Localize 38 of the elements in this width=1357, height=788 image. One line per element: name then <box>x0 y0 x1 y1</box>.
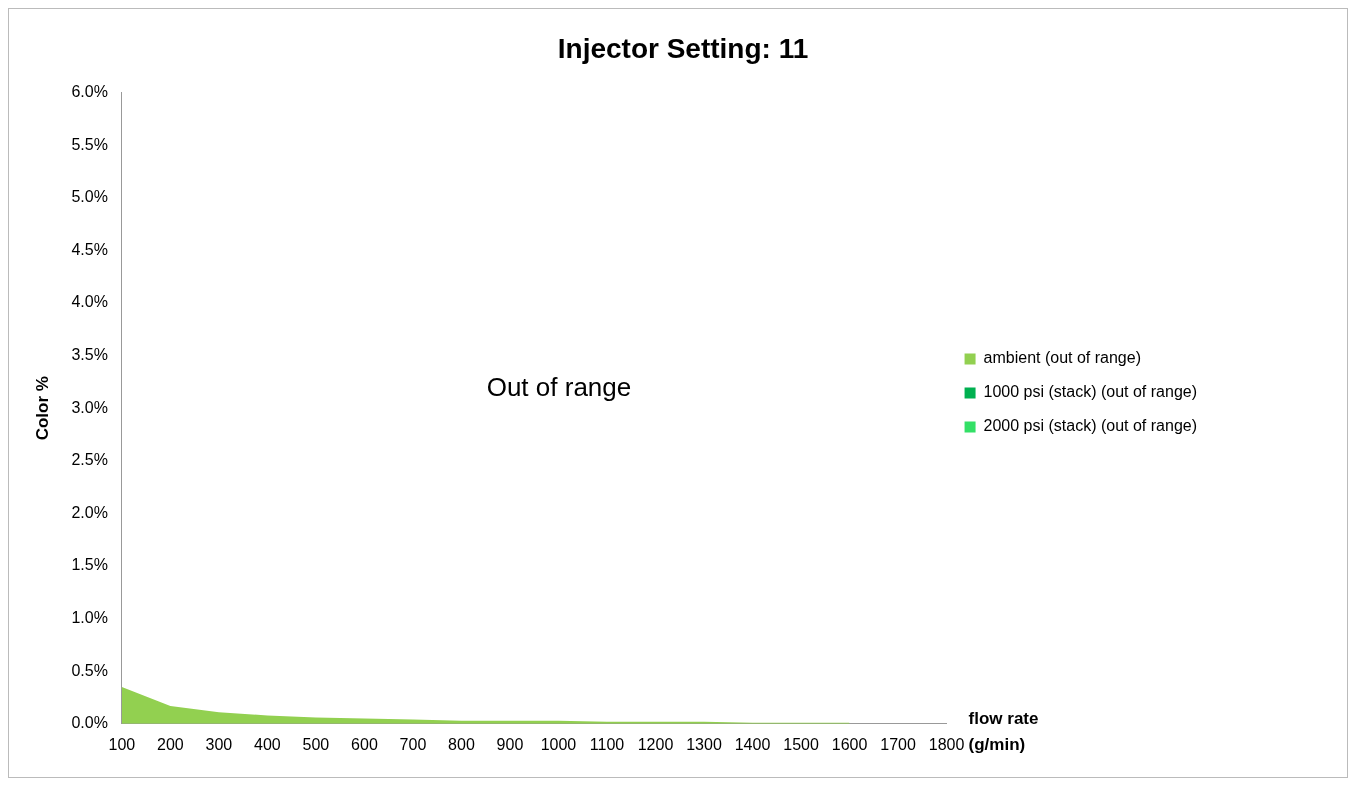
x-tick-label: 1800 <box>928 735 965 753</box>
y-tick-label: 4.5% <box>71 240 108 258</box>
legend-label: 1000 psi (stack) (out of range) <box>983 383 1197 401</box>
y-tick-label: 6.0% <box>71 83 108 101</box>
y-tick-label: 5.5% <box>71 135 108 153</box>
x-tick-label: 1200 <box>637 735 674 753</box>
x-tick-label: 500 <box>302 735 330 753</box>
annotation: Out of range <box>486 372 632 403</box>
y-tick-label: 5.0% <box>71 188 108 206</box>
y-tick-label: 4.0% <box>71 293 108 311</box>
x-tick-label: 300 <box>205 735 233 753</box>
x-tick-label: 900 <box>496 735 524 753</box>
legend-label: ambient (out of range) <box>983 349 1141 367</box>
x-tick-label: 1000 <box>540 735 577 753</box>
y-tick-label: 2.5% <box>71 451 108 469</box>
x-tick-label: 600 <box>351 735 378 753</box>
y-tick-label: 3.0% <box>71 398 108 416</box>
y-tick-label: 1.0% <box>71 609 108 627</box>
x-tick-label: 700 <box>399 735 427 753</box>
legend-label: 2000 psi (stack) (out of range) <box>983 417 1197 435</box>
y-tick-label: 0.5% <box>71 661 108 679</box>
y-tick-label: 1.5% <box>71 556 108 574</box>
x-tick-label: 200 <box>157 735 184 753</box>
x-tick-label: 1600 <box>831 735 868 753</box>
x-tick-label: 1700 <box>880 735 916 753</box>
x-tick-label: 100 <box>108 735 136 753</box>
x-tick-label: 1100 <box>589 735 625 753</box>
x-tick-label: 800 <box>448 735 475 753</box>
y-tick-label: 0.0% <box>71 714 108 732</box>
x-axis-title: flow rate (g/min) <box>968 709 1039 755</box>
y-tick-label: 2.0% <box>71 503 108 521</box>
x-tick-label: 1400 <box>734 735 771 753</box>
x-tick-label: 1500 <box>783 735 819 753</box>
x-tick-label: 400 <box>254 735 281 753</box>
y-axis-title: Color % <box>32 376 52 441</box>
y-tick-label: 3.5% <box>71 346 108 364</box>
x-tick-label: 1300 <box>686 735 722 753</box>
chart-title: Injector Setting: 11 <box>557 32 809 64</box>
